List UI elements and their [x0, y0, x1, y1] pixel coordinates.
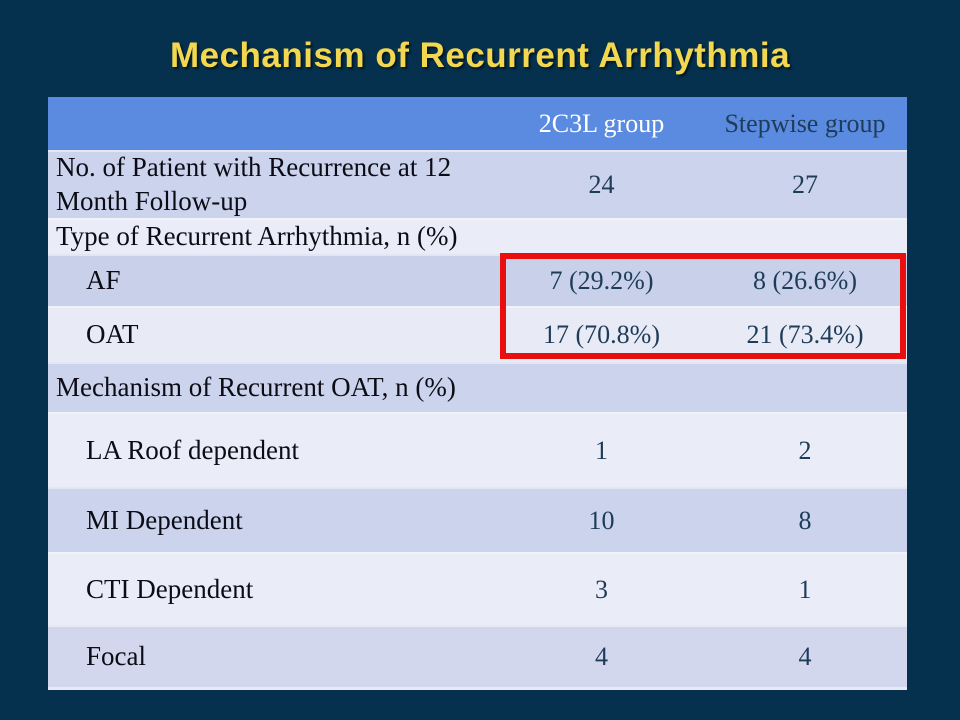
value-cell-stepwise: 4: [798, 642, 812, 671]
value-cell-stepwise: 8: [798, 505, 812, 535]
table-header-row: 2C3L group Stepwise group: [48, 97, 907, 150]
row-label: AF: [86, 265, 121, 296]
table-row: OAT 17 (70.8%) 21 (73.4%): [48, 306, 907, 362]
value-cell-stepwise: 1: [798, 574, 812, 604]
value-cell-2c3l: 7 (29.2%): [549, 266, 654, 295]
table-row: MI Dependent 10 8: [48, 487, 907, 552]
table-row: Focal 4 4: [48, 625, 907, 690]
table-row: Type of Recurrent Arrhythmia, n (%): [48, 218, 907, 254]
row-label: Type of Recurrent Arrhythmia, n (%): [56, 221, 458, 252]
row-label: Mechanism of Recurrent OAT, n (%): [56, 372, 456, 403]
table-row: Mechanism of Recurrent OAT, n (%): [48, 362, 907, 412]
row-label: CTI Dependent: [86, 573, 254, 604]
value-cell-2c3l: 17 (70.8%): [543, 320, 660, 349]
value-cell-stepwise: 21 (73.4%): [746, 320, 864, 349]
value-cell-2c3l: 24: [588, 170, 615, 199]
value-cell-2c3l: 3: [595, 574, 608, 604]
row-label: OAT: [86, 319, 139, 350]
value-cell-stepwise: 8 (26.6%): [753, 266, 857, 295]
row-label: No. of Patient with Recurrence at 12 Mon…: [56, 152, 452, 216]
value-cell-2c3l: 10: [588, 505, 615, 535]
column-header-2c3l: 2C3L group: [538, 108, 665, 138]
row-label: MI Dependent: [86, 504, 243, 535]
page-title: Mechanism of Recurrent Arrhythmia: [169, 36, 791, 75]
row-label: Focal: [86, 641, 146, 672]
table-row: LA Roof dependent 1 2: [48, 412, 907, 487]
value-cell-2c3l: 1: [595, 435, 608, 465]
row-label: LA Roof dependent: [86, 434, 299, 465]
table-row: CTI Dependent 3 1: [48, 552, 907, 625]
data-table: 2C3L group Stepwise group No. of Patient…: [48, 97, 907, 690]
table-row: No. of Patient with Recurrence at 12 Mon…: [48, 150, 907, 218]
column-header-stepwise: Stepwise group: [724, 108, 886, 138]
value-cell-stepwise: 27: [792, 170, 818, 199]
value-cell-2c3l: 4: [595, 642, 608, 671]
value-cell-stepwise: 2: [798, 435, 812, 465]
table-row: AF 7 (29.2%) 8 (26.6%): [48, 254, 907, 306]
